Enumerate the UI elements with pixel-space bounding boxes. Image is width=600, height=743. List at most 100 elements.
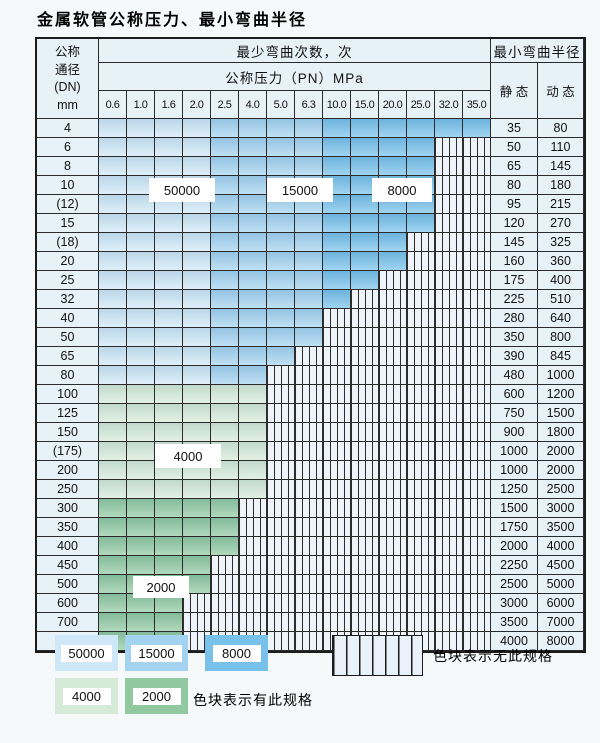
- dynamic-radius-value: 2000: [538, 461, 584, 480]
- spec-available-cell: [323, 233, 351, 252]
- spec-available-cell: [267, 271, 295, 290]
- no-spec-cell: [435, 138, 463, 157]
- no-spec-cell: [407, 423, 435, 442]
- page-title: 金属软管公称压力、最小弯曲半径: [37, 12, 308, 29]
- spec-available-cell: [155, 480, 183, 499]
- pressure-column-header: 10.0: [323, 91, 351, 119]
- spec-available-cell: [183, 423, 211, 442]
- pressure-column-header: 5.0: [267, 91, 295, 119]
- spec-available-cell: [155, 157, 183, 176]
- no-spec-cell: [323, 404, 351, 423]
- dynamic-radius-value: 80: [538, 119, 584, 138]
- no-spec-cell: [463, 309, 491, 328]
- spec-available-cell: [323, 290, 351, 309]
- static-radius-value: 35: [491, 119, 538, 138]
- spec-available-cell: [183, 271, 211, 290]
- static-radius-value: 2000: [491, 537, 538, 556]
- spec-available-cell: [239, 480, 267, 499]
- no-spec-cell: [323, 328, 351, 347]
- pressure-bend-table: 公称 通径 (DN) mm 最少弯曲次数，次 最小弯曲半径 公称压力（PN）MPa 静 态动 …: [35, 37, 586, 653]
- no-spec-cell: [463, 271, 491, 290]
- spec-available-cell: [267, 138, 295, 157]
- static-radius-value: 390: [491, 347, 538, 366]
- no-spec-cell: [463, 423, 491, 442]
- legend-swatch-8000: 8000: [205, 635, 268, 671]
- spec-available-cell: [379, 214, 407, 233]
- no-spec-cell: [211, 613, 239, 632]
- dynamic-radius-value: 4500: [538, 556, 584, 575]
- no-spec-cell: [463, 214, 491, 233]
- no-spec-cell: [379, 328, 407, 347]
- static-radius-value: 2250: [491, 556, 538, 575]
- no-spec-cell: [323, 499, 351, 518]
- no-spec-cell: [323, 309, 351, 328]
- no-spec-cell: [463, 404, 491, 423]
- dynamic-column-header: 动 态: [538, 63, 584, 119]
- no-spec-cell: [463, 594, 491, 613]
- spec-available-cell: [183, 499, 211, 518]
- no-spec-cell: [435, 404, 463, 423]
- dynamic-radius-value: 215: [538, 195, 584, 214]
- no-spec-cell: [351, 328, 379, 347]
- no-spec-cell: [323, 575, 351, 594]
- no-spec-cell: [435, 461, 463, 480]
- spec-available-cell: [211, 252, 239, 271]
- spec-available-cell: [239, 252, 267, 271]
- no-spec-cell: [295, 366, 323, 385]
- no-spec-cell: [379, 499, 407, 518]
- no-spec-cell: [407, 442, 435, 461]
- spec-available-cell: [295, 271, 323, 290]
- no-spec-cell: [435, 290, 463, 309]
- spec-available-cell: [127, 366, 155, 385]
- no-spec-cell: [463, 613, 491, 632]
- spec-available-cell: [155, 290, 183, 309]
- static-radius-value: 65: [491, 157, 538, 176]
- no-spec-cell: [463, 328, 491, 347]
- dynamic-radius-value: 325: [538, 233, 584, 252]
- no-spec-cell: [267, 404, 295, 423]
- no-spec-cell: [351, 290, 379, 309]
- no-spec-cell: [211, 556, 239, 575]
- spec-available-cell: [127, 404, 155, 423]
- static-radius-value: 900: [491, 423, 538, 442]
- no-spec-cell: [239, 518, 267, 537]
- spec-available-cell: [295, 157, 323, 176]
- pressure-column-header: 1.6: [155, 91, 183, 119]
- spec-available-cell: [127, 499, 155, 518]
- no-spec-cell: [295, 594, 323, 613]
- pressure-column-header: 0.6: [99, 91, 127, 119]
- spec-available-cell: [239, 233, 267, 252]
- no-spec-cell: [267, 518, 295, 537]
- no-spec-cell: [267, 385, 295, 404]
- spec-available-cell: [127, 328, 155, 347]
- no-spec-cell: [267, 423, 295, 442]
- no-spec-cell: [323, 366, 351, 385]
- no-spec-cell: [267, 461, 295, 480]
- no-spec-cell: [295, 613, 323, 632]
- static-radius-value: 600: [491, 385, 538, 404]
- spec-available-cell: [99, 404, 127, 423]
- no-spec-cell: [435, 328, 463, 347]
- no-spec-cell: [379, 404, 407, 423]
- dynamic-radius-value: 145: [538, 157, 584, 176]
- spec-available-cell: [351, 233, 379, 252]
- legend-no-spec-note: 色块表示无此规格: [433, 648, 553, 664]
- no-spec-cell: [463, 233, 491, 252]
- no-spec-cell: [267, 442, 295, 461]
- dn-row-label: 300: [37, 499, 99, 518]
- spec-available-cell: [211, 480, 239, 499]
- dn-row-label: 25: [37, 271, 99, 290]
- dn-row-label: 400: [37, 537, 99, 556]
- no-spec-cell: [463, 442, 491, 461]
- no-spec-cell: [463, 366, 491, 385]
- no-spec-cell: [239, 499, 267, 518]
- spec-available-cell: [127, 214, 155, 233]
- spec-available-cell: [99, 290, 127, 309]
- spec-available-cell: [211, 518, 239, 537]
- spec-available-cell: [239, 442, 267, 461]
- no-spec-cell: [379, 613, 407, 632]
- dynamic-radius-value: 180: [538, 176, 584, 195]
- no-spec-cell: [435, 480, 463, 499]
- no-spec-cell: [379, 575, 407, 594]
- spec-available-cell: [239, 119, 267, 138]
